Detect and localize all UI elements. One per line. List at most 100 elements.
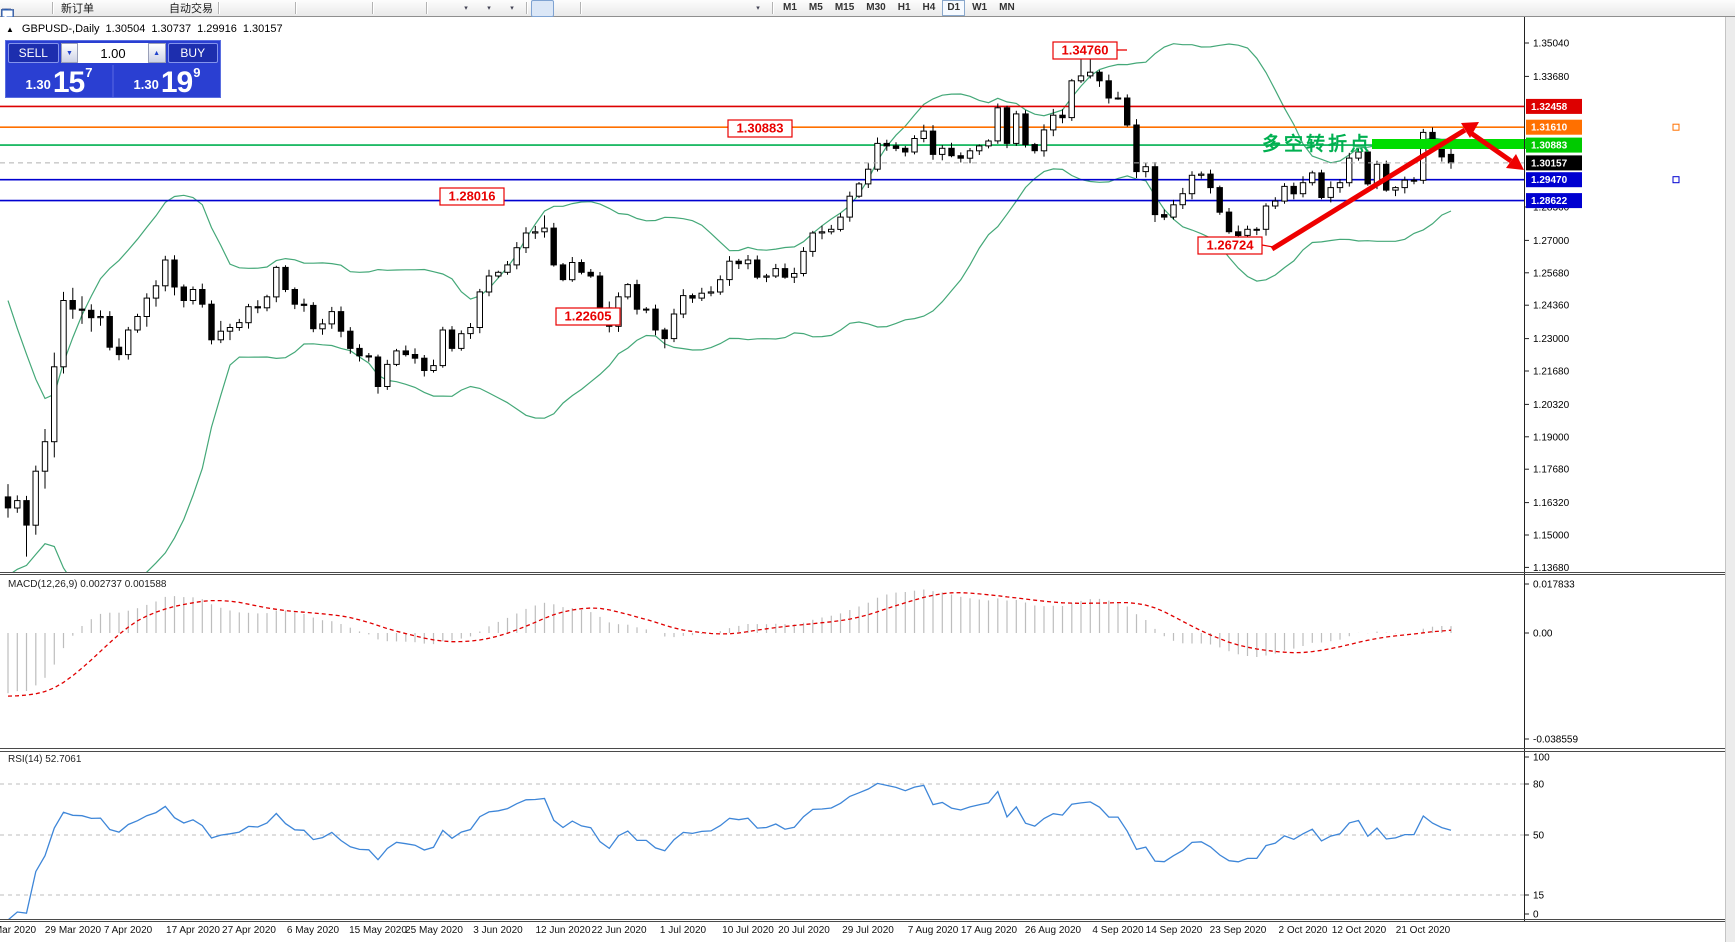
buy-price[interactable]: 1.30 19 9 xyxy=(112,65,220,98)
timeframe-D1-button[interactable]: D1 xyxy=(942,0,966,16)
collapse-triangle-icon[interactable]: ▲ xyxy=(6,24,14,34)
timeframe-M1-button[interactable]: M1 xyxy=(783,2,797,13)
arrows-button[interactable]: ▾ xyxy=(2,0,769,19)
date-label: 29 Mar 2020 xyxy=(44,925,102,936)
svg-text:15: 15 xyxy=(1533,891,1545,902)
horizontal-line-button[interactable] xyxy=(2,0,631,17)
date-label: 23 Sep 2020 xyxy=(1209,925,1267,936)
candle xyxy=(337,311,345,332)
price-badge-text: 1.31610 xyxy=(1531,123,1568,134)
toolbar-right xyxy=(1,0,1721,21)
text-button[interactable]: A xyxy=(4,0,723,22)
date-label: 29 Jul 2020 xyxy=(842,925,894,936)
chart-shift-button[interactable] xyxy=(2,0,423,20)
candle xyxy=(1272,200,1279,207)
line-chart-button[interactable] xyxy=(1,0,292,19)
new-order-button[interactable]: 新订单 xyxy=(2,0,96,21)
rsi-indicator-pane[interactable]: 100 80 50 15 0 xyxy=(0,751,1726,922)
price-annotation-box[interactable] xyxy=(555,307,621,326)
candle xyxy=(78,308,86,311)
zoom-out-button[interactable] xyxy=(1,0,346,21)
price-annotation-box[interactable] xyxy=(439,187,505,206)
arrowhead-icon xyxy=(1461,122,1479,138)
timeframe-M30-button[interactable]: M30 xyxy=(866,2,886,13)
timeframe-H4-button[interactable]: H4 xyxy=(922,2,936,13)
crosshair-button[interactable] xyxy=(2,0,577,20)
price-annotation-text: 1.28016 xyxy=(449,189,496,204)
annotations[interactable]: 1.34760 1.30883 1.28016 1.22605 1.26724 多空转折点 xyxy=(439,41,1372,326)
indicator-list-button[interactable]: ▾ xyxy=(2,0,477,19)
zoom-in-button[interactable] xyxy=(1,0,323,21)
price-annotation-box[interactable] xyxy=(1197,236,1263,255)
candle xyxy=(1124,97,1131,126)
candle xyxy=(1040,129,1048,152)
hline-handle[interactable] xyxy=(1672,176,1680,184)
trend-arrow-line[interactable] xyxy=(1270,127,1467,252)
timeframe-H1-button[interactable]: H1 xyxy=(897,2,911,13)
price-annotation-box[interactable] xyxy=(727,119,793,138)
candle xyxy=(818,231,826,234)
candle xyxy=(41,441,49,472)
timeframe-M5-button[interactable]: M5 xyxy=(808,2,823,13)
bar-chart-button[interactable] xyxy=(2,0,246,20)
candle xyxy=(828,228,835,233)
autotrading-button[interactable]: 自动交易 xyxy=(2,0,215,20)
date-label: 15 May 2020 xyxy=(349,925,407,936)
price-axis[interactable]: 1.350401.336801.283601.270001.256801.243… xyxy=(1524,17,1582,574)
templates-button[interactable]: ▾ xyxy=(1,0,523,20)
fibonacci-button[interactable] xyxy=(1,0,700,21)
candle xyxy=(374,356,382,387)
signals-button[interactable] xyxy=(2,0,165,19)
candle xyxy=(162,259,169,287)
timeframe-M15-button[interactable]: M15 xyxy=(834,2,855,13)
text-label-button[interactable]: T xyxy=(4,0,746,22)
volume-input[interactable]: 1.00 xyxy=(78,43,148,63)
volume-increase-button[interactable]: ▲ xyxy=(147,43,166,63)
sell-price-sup: 7 xyxy=(85,65,93,80)
macd-indicator-pane[interactable]: 0.017833 0.00 -0.038559 xyxy=(0,574,1726,751)
metaquotes-button[interactable] xyxy=(2,0,119,19)
data-window-button[interactable] xyxy=(1,0,49,20)
price-tick: 1.20320 xyxy=(1533,400,1570,411)
indicators-add-button[interactable] xyxy=(3,0,454,19)
trend-arrows[interactable] xyxy=(1270,122,1524,252)
buy-price-prefix: 1.30 xyxy=(133,77,159,92)
candle xyxy=(846,195,853,218)
date-label: 26 Aug 2020 xyxy=(1024,925,1082,936)
sell-price[interactable]: 1.30 15 7 xyxy=(6,65,112,98)
periods-button[interactable]: ▾ xyxy=(2,0,500,20)
equidistant-channel-button[interactable] xyxy=(1,0,677,21)
trendline-button[interactable] xyxy=(1,0,654,20)
price-badge-text: 1.29470 xyxy=(1531,175,1568,186)
buy-button[interactable]: BUY xyxy=(167,43,219,63)
volume-decrease-button[interactable]: ▼ xyxy=(60,43,79,63)
chevron-down-icon: ▾ xyxy=(510,5,514,12)
chevron-down-icon: ▾ xyxy=(756,5,760,12)
timeframe-MN-button[interactable]: MN xyxy=(999,2,1015,13)
price-chart-pane[interactable]: 1.34760 1.30883 1.28016 1.22605 1.26724 多空转折点… xyxy=(0,17,1726,574)
cursor-button[interactable] xyxy=(5,0,554,20)
turning-point-label[interactable]: 多空转折点 xyxy=(1262,132,1372,155)
hline-handle[interactable] xyxy=(1672,123,1680,131)
candle xyxy=(541,227,548,233)
highlight-band[interactable] xyxy=(1372,139,1560,149)
date-label: 27 Apr 2020 xyxy=(222,925,276,936)
candle xyxy=(60,300,67,368)
candle xyxy=(291,289,299,305)
candle xyxy=(1401,179,1408,189)
auto-scroll-button[interactable] xyxy=(4,0,400,19)
candle xyxy=(356,347,363,357)
price-annotation-box[interactable] xyxy=(1052,41,1118,60)
candlestick-chart-button[interactable] xyxy=(2,0,269,20)
timeframe-W1-button[interactable]: W1 xyxy=(972,2,988,13)
search-button[interactable] xyxy=(1,0,1692,21)
community-button[interactable] xyxy=(2,0,142,20)
sell-button[interactable]: SELL xyxy=(8,43,59,63)
tile-windows-button[interactable] xyxy=(1,0,369,20)
chat-button[interactable] xyxy=(1,0,1721,21)
vertical-line-button[interactable] xyxy=(6,0,608,20)
candle xyxy=(772,268,779,277)
trend-arrow-line[interactable] xyxy=(1466,128,1513,164)
date-label: 2 Oct 2020 xyxy=(1278,925,1328,936)
